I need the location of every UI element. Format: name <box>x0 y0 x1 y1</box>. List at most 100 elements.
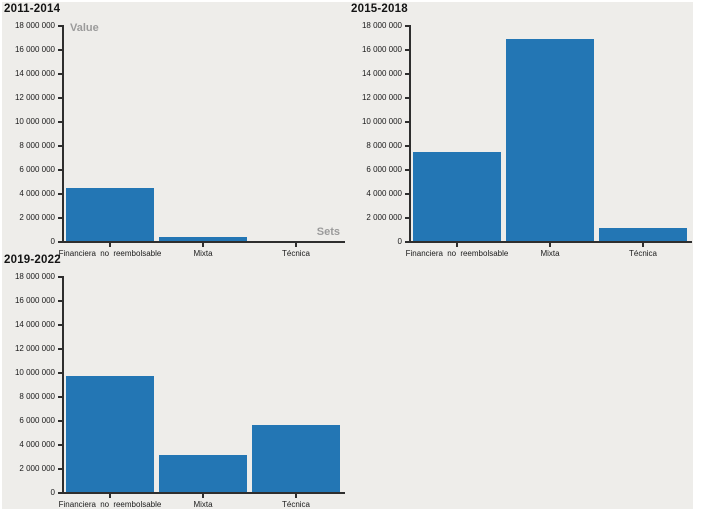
x-tick-label: Mixta <box>193 500 213 509</box>
x-tick-label: Mixta <box>193 249 213 258</box>
y-tick-label: 14 000 000 <box>14 320 55 329</box>
y-tick-label: 10 000 000 <box>14 368 55 377</box>
y-tick <box>405 193 409 195</box>
y-tick <box>405 169 409 171</box>
y-tick-label: 12 000 000 <box>361 93 402 102</box>
y-tick <box>405 145 409 147</box>
x-tick <box>295 494 297 498</box>
y-tick <box>58 241 62 243</box>
y-tick <box>58 73 62 75</box>
x-tick-label: Mixta <box>540 249 560 258</box>
y-tick-label: 16 000 000 <box>361 45 402 54</box>
x-tick <box>456 243 458 247</box>
sets-axis-title: Sets <box>316 226 340 238</box>
y-tick <box>58 169 62 171</box>
y-tick-label: 4 000 000 <box>366 189 402 198</box>
y-tick <box>405 25 409 27</box>
bar-financiera-no-reembolsable <box>413 152 501 241</box>
y-tick <box>58 121 62 123</box>
bar-mixta <box>506 39 594 241</box>
chart-title: 2015-2018 <box>351 3 408 15</box>
x-tick <box>202 494 204 498</box>
x-tick <box>295 243 297 247</box>
y-tick <box>405 49 409 51</box>
x-tick <box>109 494 111 498</box>
x-tick <box>549 243 551 247</box>
y-tick-label: 14 000 000 <box>14 69 55 78</box>
y-tick-label: 18 000 000 <box>361 21 402 30</box>
y-tick-label: 0 <box>50 237 55 246</box>
y-tick-label: 18 000 000 <box>14 21 55 30</box>
chart-title: 2011-2014 <box>4 3 61 15</box>
y-tick <box>405 241 409 243</box>
x-axis-line <box>409 241 692 243</box>
y-tick-label: 2 000 000 <box>19 213 55 222</box>
x-tick-label: Financiera no reembolsable <box>58 500 162 509</box>
value-axis-title: Value <box>70 22 99 34</box>
y-tick <box>58 25 62 27</box>
chart-2011-2014: 2011-2014 18 000 000 16 000 000 14 000 000… <box>0 0 351 264</box>
y-tick <box>58 300 62 302</box>
y-tick-label: 10 000 000 <box>361 117 402 126</box>
y-tick <box>58 492 62 494</box>
x-tick-label: Técnica <box>281 500 310 509</box>
y-tick-label: 0 <box>397 237 402 246</box>
y-tick <box>58 193 62 195</box>
x-axis-line <box>62 492 345 494</box>
y-tick-label: 18 000 000 <box>14 272 55 281</box>
y-tick-label: 4 000 000 <box>19 189 55 198</box>
x-tick-label: Técnica <box>628 249 657 258</box>
y-tick-label: 2 000 000 <box>366 213 402 222</box>
y-tick-label: 6 000 000 <box>19 416 55 425</box>
y-tick <box>58 468 62 470</box>
y-tick <box>405 121 409 123</box>
bar-tecnica <box>599 228 687 241</box>
y-tick <box>58 145 62 147</box>
y-tick <box>58 97 62 99</box>
x-tick-label: Financiera no reembolsable <box>405 249 509 258</box>
y-tick <box>405 97 409 99</box>
y-tick-label: 10 000 000 <box>14 117 55 126</box>
y-tick <box>58 276 62 278</box>
y-tick-label: 0 <box>50 488 55 497</box>
y-tick-label: 16 000 000 <box>14 45 55 54</box>
y-tick-label: 6 000 000 <box>19 165 55 174</box>
y-tick-label: 12 000 000 <box>14 93 55 102</box>
y-tick <box>405 73 409 75</box>
chart-title: 2019-2022 <box>4 254 61 266</box>
y-tick <box>58 420 62 422</box>
y-tick <box>58 49 62 51</box>
y-axis-line <box>409 25 411 243</box>
y-tick-label: 12 000 000 <box>14 344 55 353</box>
y-axis-line <box>62 25 64 243</box>
y-tick-label: 8 000 000 <box>366 141 402 150</box>
y-tick <box>405 217 409 219</box>
chart-2015-2018: 2015-2018 18 000 000 16 000 000 14 000 000… <box>347 0 698 264</box>
y-tick-label: 16 000 000 <box>14 296 55 305</box>
y-tick <box>58 217 62 219</box>
y-tick-label: 8 000 000 <box>19 141 55 150</box>
y-tick-label: 8 000 000 <box>19 392 55 401</box>
y-tick <box>58 324 62 326</box>
y-tick-label: 14 000 000 <box>361 69 402 78</box>
y-tick <box>58 372 62 374</box>
bar-mixta <box>159 237 247 241</box>
bar-mixta <box>159 454 247 492</box>
y-axis-line <box>62 276 64 494</box>
y-tick-label: 6 000 000 <box>366 165 402 174</box>
y-tick <box>58 444 62 446</box>
y-tick-label: 2 000 000 <box>19 464 55 473</box>
bar-financiera-no-reembolsable <box>66 375 154 492</box>
y-tick <box>58 396 62 398</box>
y-tick-label: 4 000 000 <box>19 440 55 449</box>
x-axis-line <box>62 241 345 243</box>
x-tick <box>642 243 644 247</box>
x-tick-label: Técnica <box>281 249 310 258</box>
x-tick <box>202 243 204 247</box>
bar-tecnica <box>252 424 340 492</box>
chart-2019-2022: 2019-2022 18 000 000 16 000 000 14 000 000… <box>0 251 351 515</box>
y-tick <box>58 348 62 350</box>
x-tick-label: Financiera no reembolsable <box>58 249 162 258</box>
bar-financiera-no-reembolsable <box>66 187 154 241</box>
